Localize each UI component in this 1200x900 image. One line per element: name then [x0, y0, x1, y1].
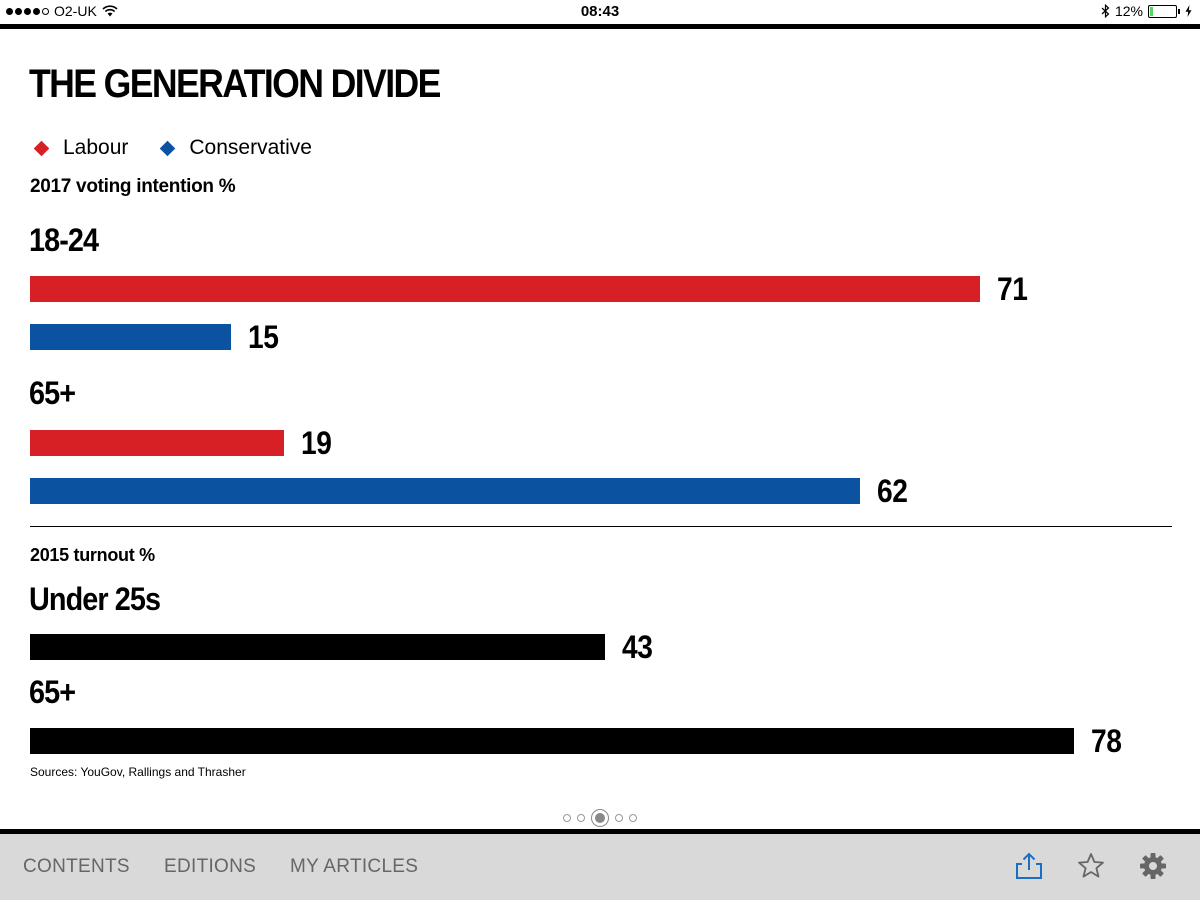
status-left: O2-UK	[6, 3, 118, 19]
value-65-plus-turnout: 78	[1090, 723, 1122, 759]
value-65-plus-labour: 19	[301, 425, 332, 461]
legend: Labour Conservative	[32, 136, 342, 160]
bar-65-plus-labour	[30, 430, 285, 456]
turnout-subhead: 2015 turnout %	[30, 545, 155, 565]
star-icon[interactable]	[1076, 851, 1106, 881]
status-time: 08:43	[580, 3, 620, 20]
labour-diamond-icon	[33, 140, 50, 156]
legend-item-conservative: Conservative	[158, 136, 312, 160]
signal-strength-icon	[6, 7, 49, 15]
page-dot[interactable]	[615, 814, 623, 822]
page-indicator[interactable]	[0, 809, 1200, 827]
conservative-diamond-icon	[160, 140, 176, 156]
battery-nub	[1178, 8, 1180, 14]
top-rule	[0, 24, 1200, 29]
page-dot[interactable]	[563, 814, 571, 822]
battery-percent: 12%	[1114, 3, 1143, 19]
group-label-under-25s: Under 25s	[29, 581, 161, 617]
page-dot-current[interactable]	[591, 809, 609, 827]
page-dot[interactable]	[577, 814, 585, 822]
source-note: Sources: YouGov, Rallings and Thrasher	[30, 765, 246, 779]
group-label-65-plus: 65+	[29, 375, 76, 411]
group-label-18-24: 18-24	[29, 222, 99, 258]
contents-link[interactable]: CONTENTS	[23, 856, 130, 877]
bottom-toolbar: CONTENTS EDITIONS MY ARTICLES	[0, 834, 1200, 900]
bar-18-24-labour	[30, 276, 980, 302]
legend-label-labour: Labour	[63, 136, 129, 159]
charging-bolt-icon	[1185, 5, 1192, 17]
carrier-name: O2-UK	[54, 3, 97, 19]
status-bar: O2-UK 08:43 12%	[0, 0, 1200, 24]
value-18-24-conservative: 15	[247, 319, 279, 355]
value-under-25s-turnout: 43	[622, 629, 653, 665]
graphic-title: THE GENERATION DIVIDE	[29, 62, 441, 106]
wifi-icon	[102, 5, 118, 17]
editions-link[interactable]: EDITIONS	[164, 856, 257, 877]
value-65-plus-conservative: 62	[876, 473, 908, 509]
bar-under-25s-turnout	[30, 634, 606, 660]
legend-label-conservative: Conservative	[189, 136, 312, 159]
battery-icon	[1148, 4, 1177, 18]
value-18-24-labour: 71	[996, 271, 1028, 307]
bottom-rule	[0, 829, 1200, 834]
legend-item-labour: Labour	[32, 136, 128, 160]
bar-65-plus-turnout	[30, 728, 1074, 754]
voting-intention-subhead: 2017 voting intention %	[30, 176, 236, 197]
battery-fill	[1150, 6, 1153, 16]
page-dot[interactable]	[629, 814, 637, 822]
group-label-65-plus-turnout: 65+	[29, 674, 76, 710]
gear-icon[interactable]	[1138, 851, 1168, 881]
section-divider	[30, 526, 1172, 527]
status-right: 12%	[1101, 3, 1192, 19]
my-articles-link[interactable]: MY ARTICLES	[290, 856, 419, 877]
bluetooth-icon	[1101, 4, 1110, 18]
share-icon[interactable]	[1014, 851, 1044, 881]
bar-18-24-conservative	[30, 324, 231, 350]
bar-65-plus-conservative	[30, 478, 860, 504]
